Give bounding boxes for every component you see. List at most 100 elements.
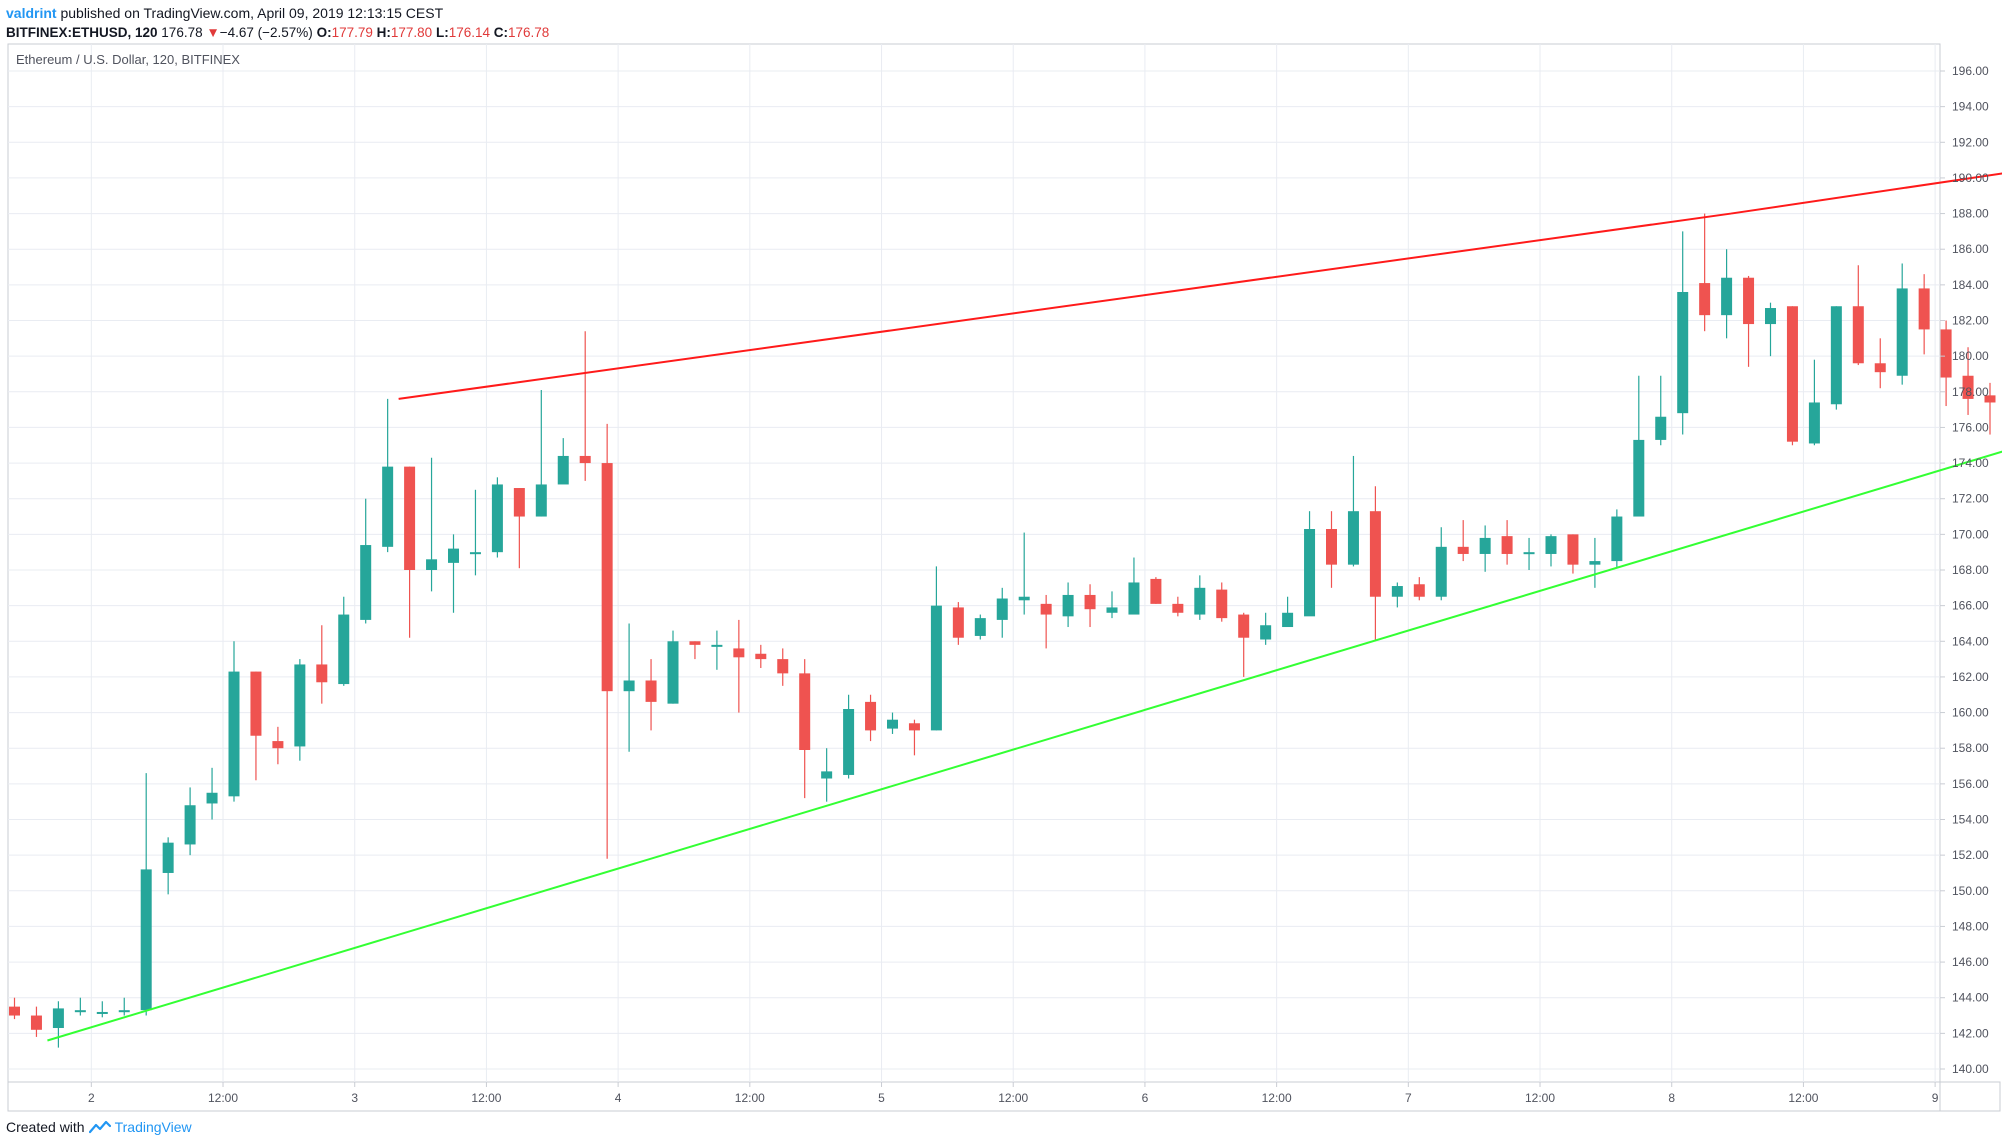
- candle-body: [1721, 277, 1733, 316]
- support-trendline: [47, 450, 2002, 1042]
- price-tick-label: 170.00: [1952, 527, 1989, 541]
- price-tick-label: 186.00: [1952, 242, 1989, 256]
- candle: [645, 659, 657, 731]
- candle: [1391, 582, 1403, 608]
- change-down-icon: ▼: [206, 25, 220, 40]
- candle-body: [623, 680, 635, 692]
- candle-body: [1238, 614, 1250, 638]
- candle: [557, 438, 569, 485]
- candle: [1765, 302, 1776, 357]
- candle-body: [645, 680, 657, 702]
- price-tick-label: 166.00: [1952, 599, 1989, 613]
- candle-body: [1150, 578, 1162, 604]
- candle: [1479, 525, 1491, 572]
- time-tick-label: 8: [1668, 1091, 1675, 1105]
- candle-body: [1391, 586, 1403, 597]
- candle: [1743, 275, 1755, 367]
- candle: [1830, 306, 1842, 410]
- time-tick-label: 3: [351, 1091, 358, 1105]
- candle-body: [206, 792, 218, 804]
- candle-body: [667, 641, 679, 704]
- candle: [1216, 582, 1228, 622]
- time-tick-label: 12:00: [1262, 1091, 1292, 1105]
- candle-body: [1677, 291, 1689, 414]
- candle-body: [1040, 603, 1052, 615]
- candle-body: [338, 614, 350, 685]
- candle-body: [1655, 416, 1667, 440]
- candle: [579, 331, 591, 481]
- candle: [1194, 575, 1206, 620]
- tradingview-link[interactable]: TradingView: [114, 1119, 192, 1135]
- candle-body: [1106, 607, 1118, 613]
- candle-body: [1304, 529, 1316, 617]
- time-tick-label: 9: [1932, 1091, 1939, 1105]
- candle-body: [1501, 536, 1513, 554]
- candle-body: [448, 548, 459, 563]
- author-link[interactable]: valdrint: [6, 5, 57, 21]
- published-text: published on TradingView.com, April 09, …: [56, 5, 444, 21]
- candle: [1128, 557, 1140, 615]
- candle: [1545, 534, 1557, 567]
- candle: [1413, 577, 1425, 601]
- open-value: 177.79: [331, 25, 373, 40]
- candle: [1611, 509, 1623, 569]
- candle: [1501, 520, 1513, 565]
- candle: [1062, 582, 1074, 628]
- candle-body: [821, 771, 833, 779]
- time-tick-label: 2: [88, 1091, 95, 1105]
- candle-body: [1172, 603, 1184, 613]
- candle: [1260, 612, 1272, 645]
- candle-body: [711, 644, 723, 647]
- footer: Created with TradingView: [6, 1119, 192, 1135]
- candle: [1896, 263, 1908, 385]
- price-tick-label: 194.00: [1952, 100, 1989, 114]
- candle-body: [1413, 584, 1425, 597]
- resistance-trendline-extension: [1730, 172, 2002, 215]
- price-tick-label: 146.00: [1952, 955, 1989, 969]
- price-tick-label: 178.00: [1952, 385, 1989, 399]
- candle-body: [1545, 536, 1557, 554]
- candle-body: [1589, 561, 1601, 565]
- candle-body: [469, 552, 481, 555]
- candle: [623, 623, 635, 752]
- candle: [9, 997, 20, 1020]
- time-tick-label: 12:00: [471, 1091, 501, 1105]
- symbol-info: BITFINEX:ETHUSD, 120 176.78 ▼−4.67 (−2.5…: [6, 23, 549, 42]
- candle: [513, 488, 525, 569]
- candle: [1589, 537, 1601, 588]
- candle: [1918, 274, 1930, 355]
- candle: [338, 596, 350, 686]
- candle-body: [228, 671, 240, 797]
- candle-body: [755, 653, 767, 660]
- last-price: 176.78: [161, 25, 203, 40]
- candle: [1808, 359, 1820, 446]
- publish-info: valdrint published on TradingView.com, A…: [6, 4, 549, 23]
- candle-body: [272, 741, 284, 749]
- candle: [1852, 265, 1864, 366]
- candle: [1655, 375, 1667, 446]
- time-tick-label: 7: [1405, 1091, 1412, 1105]
- candle-body: [1347, 511, 1359, 565]
- time-tick-label: 12:00: [208, 1091, 238, 1105]
- time-axis: 2 12:00 3 12:00 4 12:00 5 12:00 6 12:00 7 12:00 8 12:…: [88, 1082, 1939, 1105]
- candle: [1018, 532, 1030, 615]
- time-tick-label: 12:00: [998, 1091, 1028, 1105]
- candle: [689, 641, 701, 660]
- candle-body: [1808, 402, 1820, 444]
- candle-body: [1567, 534, 1579, 565]
- price-tick-label: 188.00: [1952, 207, 1989, 221]
- candle-body: [294, 664, 306, 747]
- candle: [865, 694, 877, 742]
- candle: [1633, 375, 1645, 517]
- candle: [887, 712, 898, 734]
- time-tick-label: 6: [1142, 1091, 1149, 1105]
- candle: [140, 773, 152, 1016]
- candle-body: [1830, 306, 1842, 405]
- candle: [1238, 612, 1250, 677]
- candle: [74, 997, 86, 1016]
- candle: [1150, 577, 1162, 604]
- candle: [316, 625, 328, 704]
- candle-body: [1128, 582, 1140, 615]
- candle-body: [1194, 587, 1206, 615]
